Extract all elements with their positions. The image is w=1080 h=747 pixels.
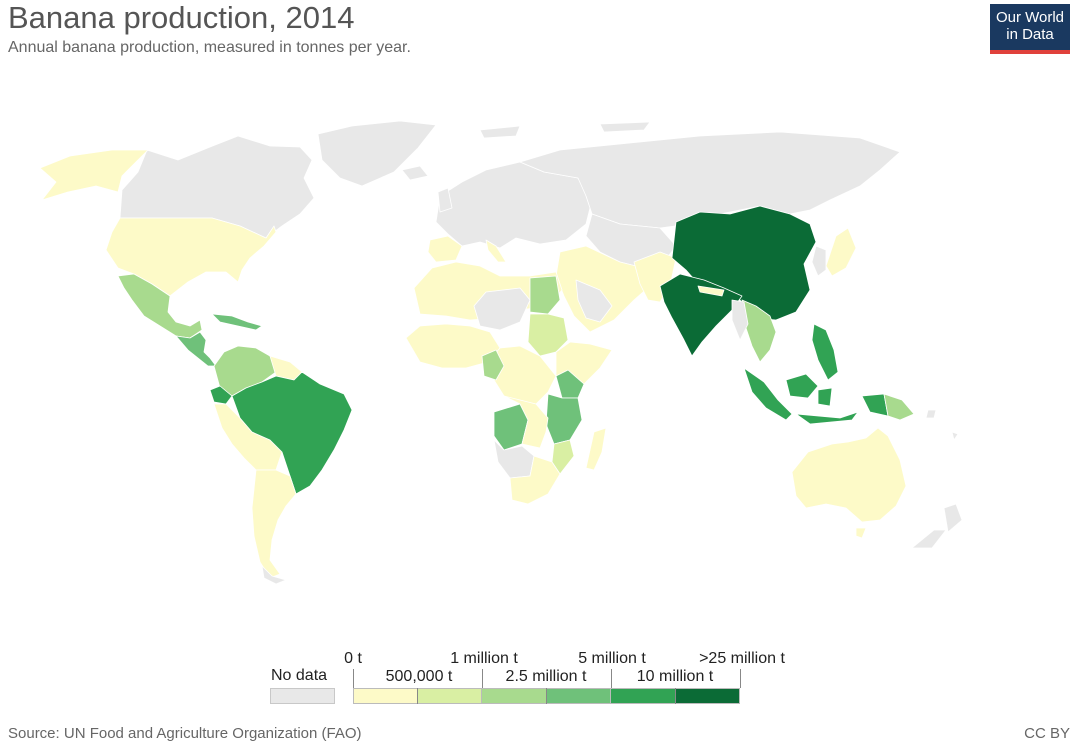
region-patagonia-tip[interactable]: [261, 565, 287, 585]
region-southeast-asia[interactable]: [741, 299, 777, 363]
legend-tick-label: 500,000 t: [385, 668, 453, 685]
chart-subtitle: Annual banana production, measured in to…: [8, 39, 411, 56]
country-mozambique[interactable]: [551, 439, 575, 475]
region-sahara[interactable]: [473, 287, 531, 331]
legend-tick-label: 0 t: [344, 650, 362, 667]
country-greenland[interactable]: [317, 120, 437, 187]
tick-line-4: [611, 669, 612, 688]
region-peru-bolivia[interactable]: [213, 403, 283, 471]
country-japan[interactable]: [825, 227, 857, 277]
country-australia[interactable]: [791, 427, 907, 523]
country-nepal[interactable]: [697, 285, 725, 297]
country-tanzania[interactable]: [545, 393, 583, 445]
legend-tick-label: 10 million t: [636, 668, 714, 685]
region-arabia-interior[interactable]: [575, 279, 613, 323]
legend-swatch-4: [546, 688, 611, 704]
region-europe[interactable]: [435, 161, 593, 249]
footer-license[interactable]: CC BY: [1024, 725, 1070, 742]
tick-line-1: [417, 688, 418, 704]
country-south-africa[interactable]: [509, 455, 561, 505]
tick-line-5: [675, 688, 676, 704]
legend-swatch-3: [482, 688, 547, 704]
country-sudan[interactable]: [527, 313, 569, 357]
logo-accent-bar: [990, 50, 1070, 54]
tick-line-3: [546, 688, 547, 704]
region-korea[interactable]: [811, 245, 827, 277]
world-map: [39, 120, 963, 585]
legend-swatch-2: [417, 688, 482, 704]
footer-source: Source: UN Food and Agriculture Organiza…: [8, 725, 362, 742]
region-arctic-islands[interactable]: [479, 121, 651, 139]
country-russia[interactable]: [519, 131, 901, 229]
region-southern-cone[interactable]: [251, 469, 297, 579]
legend-swatch-5: [611, 688, 676, 704]
region-iberia-italy[interactable]: [427, 235, 507, 263]
legend-no-data-label: No data: [271, 667, 328, 684]
region-tasmania[interactable]: [855, 527, 867, 539]
legend-tick-label: >25 million t: [699, 650, 785, 667]
legend-tick-label: 2.5 million t: [505, 668, 587, 685]
region-central-africa[interactable]: [487, 345, 557, 405]
country-usa[interactable]: [105, 217, 277, 297]
logo-line-1: Our World: [995, 9, 1065, 26]
tick-line-2: [482, 669, 483, 688]
owid-logo[interactable]: Our World in Data: [990, 4, 1070, 54]
region-pacific-islands[interactable]: [925, 409, 959, 441]
tick-line-0: [353, 669, 354, 688]
country-myanmar[interactable]: [731, 299, 749, 341]
country-egypt[interactable]: [529, 275, 561, 315]
chart-title: Banana production, 2014: [8, 0, 355, 35]
country-madagascar[interactable]: [585, 427, 607, 471]
country-philippines[interactable]: [811, 323, 839, 381]
region-middle-east[interactable]: [555, 245, 651, 333]
region-drc-zambia[interactable]: [503, 395, 549, 449]
legend-swatch-6: [675, 688, 740, 704]
country-indonesia[interactable]: [743, 367, 889, 425]
region-cameroon[interactable]: [481, 349, 505, 381]
country-papua-new-guinea[interactable]: [883, 393, 915, 421]
region-central-america[interactable]: [175, 331, 217, 367]
country-ecuador[interactable]: [209, 385, 233, 405]
legend-tick-label: 1 million t: [450, 650, 518, 667]
legend-color-scale: [353, 688, 740, 704]
tick-line-6: [740, 669, 741, 688]
region-uganda-kenya[interactable]: [555, 369, 585, 399]
region-caribbean[interactable]: [211, 313, 263, 331]
region-iceland-uk[interactable]: [401, 165, 453, 213]
country-new-zealand[interactable]: [911, 503, 963, 549]
legend-swatch-1: [353, 688, 418, 704]
logo-line-2: in Data: [1006, 26, 1054, 43]
country-mexico[interactable]: [117, 273, 203, 339]
legend-no-data-swatch: [270, 688, 335, 704]
legend-tick-label: 5 million t: [578, 650, 646, 667]
country-brazil[interactable]: [231, 371, 353, 495]
country-alaska-usa[interactable]: [39, 149, 149, 201]
